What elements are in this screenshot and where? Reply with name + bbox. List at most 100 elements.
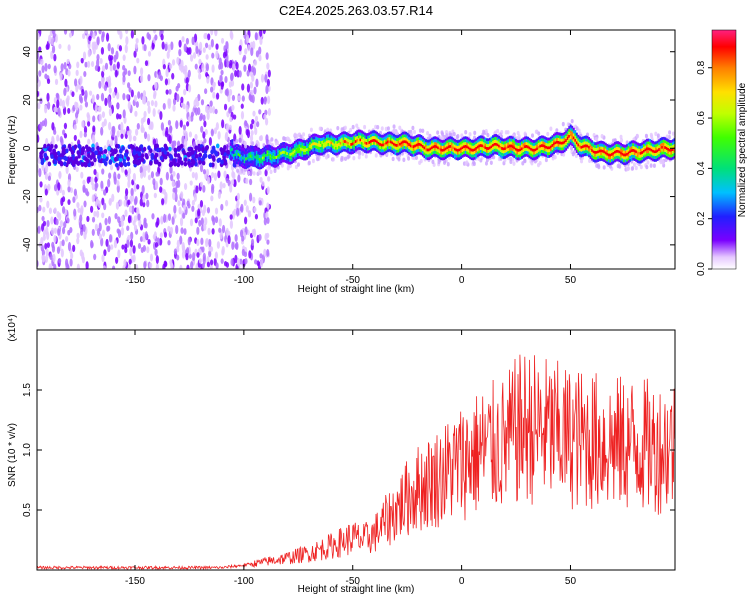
heatmap-signal-cell [620,154,622,158]
heatmap-noise-cell [159,177,163,186]
heatmap-noise-cell [96,58,100,68]
heatmap-noise-cell [103,189,107,196]
heatmap-signal-cell [295,139,298,143]
heatmap-noise-cell [130,89,134,98]
heatmap-signal-cell [254,161,257,165]
heatmap-signal-cell [574,135,577,139]
heatmap-signal-cell [636,154,639,158]
heatmap-signal-cell [455,139,458,143]
heatmap-signal-cell [566,139,569,143]
heatmap-signal-cell [546,140,549,144]
heatmap-halo-cell [294,164,298,170]
heatmap-noise-cell [181,250,186,259]
heatmap-signal-cell [577,140,580,144]
heatmap-noise-cell [187,203,191,209]
heatmap-signal-cell [367,150,369,154]
heatmap-signal-cell [504,144,507,148]
heatmap-noise-cell [136,122,140,130]
heatmap-signal-cell [444,138,447,142]
heatmap-noise-cell [236,207,240,217]
heatmap-noise-cell [141,95,146,105]
heatmap-signal-cell [388,134,391,138]
heatmap-signal-cell [489,149,491,153]
heatmap-signal-cell [421,153,424,157]
heatmap-halo-cell [397,157,401,162]
heatmap-signal-cell [286,149,289,153]
heatmap-band-cell [121,145,126,151]
heatmap-signal-cell [614,156,616,160]
heatmap-noise-cell [173,248,178,255]
heatmap-noise-cell [133,182,137,192]
heatmap-signal-cell [540,135,543,139]
heatmap-noise-cell [146,199,150,208]
heatmap-band-cell [91,146,95,152]
heatmap-band-cell [179,143,184,149]
heatmap-signal-cell [565,141,568,145]
heatmap-signal-cell [516,151,519,155]
heatmap-signal-cell [661,151,664,155]
heatmap-signal-cell [629,155,632,159]
heatmap-noise-cell [139,166,143,174]
heatmap-signal-cell [489,140,491,144]
heatmap-signal-cell [306,153,309,157]
heatmap-signal-cell [426,142,429,146]
heatmap-halo-cell [652,163,656,168]
heatmap-signal-cell [360,130,363,134]
heatmap-signal-cell [258,160,261,164]
heatmap-signal-cell [380,140,383,144]
heatmap-signal-cell [289,144,292,148]
heatmap-signal-cell [324,141,327,145]
heatmap-signal-cell [437,155,440,158]
heatmap-signal-cell [489,152,491,156]
heatmap-signal-cell [575,144,578,148]
heatmap-noise-cell [172,104,176,112]
heatmap-noise-cell [153,30,157,34]
heatmap-halo-cell [649,163,653,168]
heatmap-signal-cell [615,158,618,162]
heatmap-noise-cell [139,74,144,83]
heatmap-noise-cell [108,121,112,131]
heatmap-noise-cell [146,246,150,254]
heatmap-signal-cell [479,144,482,147]
heatmap-noise-cell [238,70,242,78]
heatmap-signal-cell [342,137,345,140]
heatmap-band-cell [56,150,61,156]
heatmap-signal-cell [296,156,299,160]
heatmap-signal-cell [601,155,604,159]
heatmap-signal-cell [665,138,668,142]
heatmap-signal-cell [600,140,603,144]
heatmap-signal-cell [292,145,295,149]
heatmap-signal-cell [275,147,278,151]
heatmap-signal-cell [548,149,551,153]
heatmap-signal-cell [354,148,357,152]
heatmap-signal-cell [336,152,339,156]
heatmap-signal-cell [565,139,568,142]
heatmap-signal-cell [272,158,275,162]
heatmap-noise-cell [59,220,64,228]
heatmap-signal-cell [594,145,597,149]
heatmap-signal-cell [623,156,626,160]
heatmap-signal-cell [418,145,421,149]
heatmap-signal-cell [652,152,655,156]
heatmap-signal-cell [606,143,609,147]
heatmap-noise-cell [203,138,207,144]
heatmap-signal-cell [545,145,548,149]
heatmap-noise-cell [37,102,41,110]
heatmap-signal-cell [639,160,642,164]
heatmap-noise-cell [201,246,205,253]
heatmap-signal-cell [537,142,540,146]
heatmap-signal-cell [531,157,534,161]
heatmap-signal-cell [670,157,673,161]
heatmap-signal-cell [553,142,555,146]
heatmap-noise-cell [193,192,197,202]
heatmap-signal-cell [463,153,466,157]
heatmap-signal-cell [609,162,612,166]
heatmap-noise-cell [181,241,185,251]
heatmap-signal-cell [330,147,333,150]
heatmap-signal-cell [231,147,234,151]
heatmap-signal-cell [670,148,673,152]
heatmap-signal-cell [592,147,595,151]
heatmap-signal-cell [266,144,269,148]
heatmap-noise-cell [98,80,102,89]
heatmap-noise-cell [79,214,83,223]
